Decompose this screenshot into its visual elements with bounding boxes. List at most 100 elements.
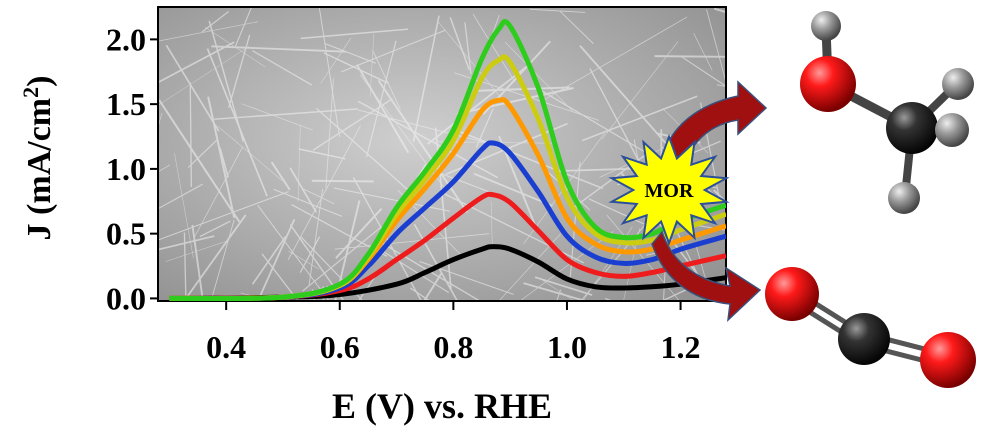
sem-fiber bbox=[523, 282, 589, 301]
sem-fiber bbox=[409, 287, 431, 301]
sem-fiber bbox=[357, 273, 378, 301]
sem-fiber bbox=[323, 52, 389, 85]
sem-fiber bbox=[542, 16, 688, 101]
sem-fiber bbox=[158, 46, 250, 106]
sem-fiber bbox=[706, 9, 726, 84]
sem-fiber bbox=[541, 166, 591, 211]
sem-fiber bbox=[302, 227, 381, 292]
sem-fiber bbox=[193, 146, 243, 238]
sem-fiber bbox=[335, 207, 383, 259]
sem-fiber bbox=[320, 37, 352, 84]
sem-fiber bbox=[473, 172, 553, 207]
sem-fiber bbox=[316, 107, 416, 198]
sem-fiber bbox=[534, 276, 593, 296]
mor-badge-label: MOR bbox=[645, 180, 694, 202]
sem-fiber bbox=[375, 238, 482, 301]
sem-fiber bbox=[713, 189, 726, 204]
sem-fiber bbox=[325, 78, 334, 188]
reaction-arrow-lower bbox=[651, 230, 762, 322]
sem-fiber bbox=[725, 10, 726, 12]
y-axis: 0.0 0.5 1.0 1.5 2.0 bbox=[106, 21, 158, 316]
sem-fiber bbox=[308, 189, 324, 287]
sem-fiber bbox=[377, 79, 469, 214]
sem-fiber bbox=[334, 200, 361, 301]
sem-fiber bbox=[241, 103, 313, 131]
sem-fiber bbox=[357, 100, 499, 179]
sem-fiber bbox=[201, 10, 230, 33]
sem-fiber bbox=[427, 63, 531, 145]
sem-fiber bbox=[580, 206, 661, 301]
series-line-curve-6 bbox=[169, 18, 726, 301]
sem-fiber bbox=[680, 55, 726, 87]
sem-fiber bbox=[654, 55, 726, 58]
x-axis-label: E (V) vs. RHE bbox=[332, 386, 552, 426]
sem-fiber bbox=[436, 171, 497, 196]
plot-frame bbox=[157, 6, 727, 302]
sem-fiber bbox=[207, 96, 236, 219]
series-line-curve-2 bbox=[169, 191, 726, 301]
sem-fiber bbox=[298, 148, 346, 160]
sem-fiber bbox=[228, 34, 251, 108]
sem-fiber bbox=[165, 44, 220, 132]
sem-fiber bbox=[449, 17, 470, 70]
sem-fiber bbox=[174, 153, 194, 259]
x-tick-label: 0.4 bbox=[206, 329, 246, 365]
sem-fiber bbox=[300, 28, 409, 40]
sem-fiber bbox=[287, 125, 361, 260]
sem-fiber bbox=[318, 7, 341, 137]
y-tick-label: 1.5 bbox=[106, 86, 146, 122]
sem-fiber bbox=[472, 86, 570, 92]
sem-fiber bbox=[214, 108, 358, 120]
sem-fiber bbox=[251, 235, 287, 285]
sem-fiber bbox=[334, 233, 490, 250]
sem-fiber bbox=[199, 220, 231, 238]
series-line-curve-3 bbox=[169, 140, 726, 301]
sem-fiber bbox=[234, 7, 252, 47]
sem-fiber bbox=[412, 15, 440, 143]
y-tick-label: 1.0 bbox=[106, 151, 146, 187]
sem-fiber bbox=[382, 250, 450, 294]
sem-fiber bbox=[372, 50, 401, 110]
sem-fiber bbox=[569, 161, 581, 278]
series-group bbox=[169, 18, 726, 301]
sem-fiber bbox=[158, 21, 259, 42]
sem-fiber bbox=[158, 191, 289, 241]
y-tick-label: 2.0 bbox=[106, 21, 146, 57]
sem-fiber bbox=[529, 8, 586, 13]
sem-fiber bbox=[257, 204, 330, 301]
sem-fiber bbox=[713, 7, 726, 14]
sem-fiber bbox=[311, 179, 374, 183]
sem-fiber bbox=[693, 33, 713, 71]
sem-fiber bbox=[504, 41, 573, 112]
x-tick-label: 1.2 bbox=[661, 329, 701, 365]
sem-fiber bbox=[158, 99, 241, 223]
sem-fiber bbox=[720, 200, 726, 204]
sem-fiber bbox=[438, 22, 502, 99]
x-tick-label: 1.0 bbox=[547, 329, 587, 365]
sem-fiber bbox=[457, 87, 574, 115]
x-tick-label: 0.6 bbox=[320, 329, 360, 365]
series-line-curve-1 bbox=[169, 244, 726, 301]
y-tick-label: 0.0 bbox=[106, 280, 146, 316]
sem-fiber bbox=[189, 82, 192, 188]
sem-fiber bbox=[366, 40, 397, 158]
sem-fiber bbox=[270, 161, 291, 191]
sem-fiber bbox=[183, 232, 187, 297]
sem-fiber bbox=[211, 45, 346, 53]
sem-fiber bbox=[324, 42, 376, 64]
sem-fiber bbox=[356, 64, 410, 154]
sem-fiber bbox=[158, 41, 235, 84]
y-tick-label: 0.5 bbox=[106, 216, 146, 252]
sem-fiber bbox=[472, 13, 516, 83]
sem-fiber bbox=[579, 45, 672, 150]
sem-fiber bbox=[498, 233, 561, 301]
sem-fiber bbox=[490, 201, 493, 245]
sem-fiber bbox=[258, 219, 296, 298]
sem-fiber bbox=[261, 253, 299, 301]
mor-starburst-icon bbox=[608, 133, 730, 247]
sem-fiber bbox=[158, 235, 215, 251]
sem-fiber bbox=[273, 188, 343, 217]
sem-fiber bbox=[464, 22, 472, 75]
sem-fiber bbox=[303, 188, 335, 205]
x-tick-label: 0.8 bbox=[433, 329, 473, 365]
